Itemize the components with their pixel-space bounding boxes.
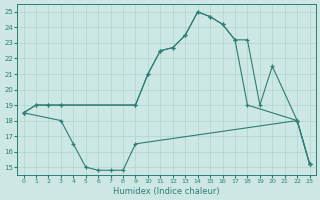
X-axis label: Humidex (Indice chaleur): Humidex (Indice chaleur) [113, 187, 220, 196]
